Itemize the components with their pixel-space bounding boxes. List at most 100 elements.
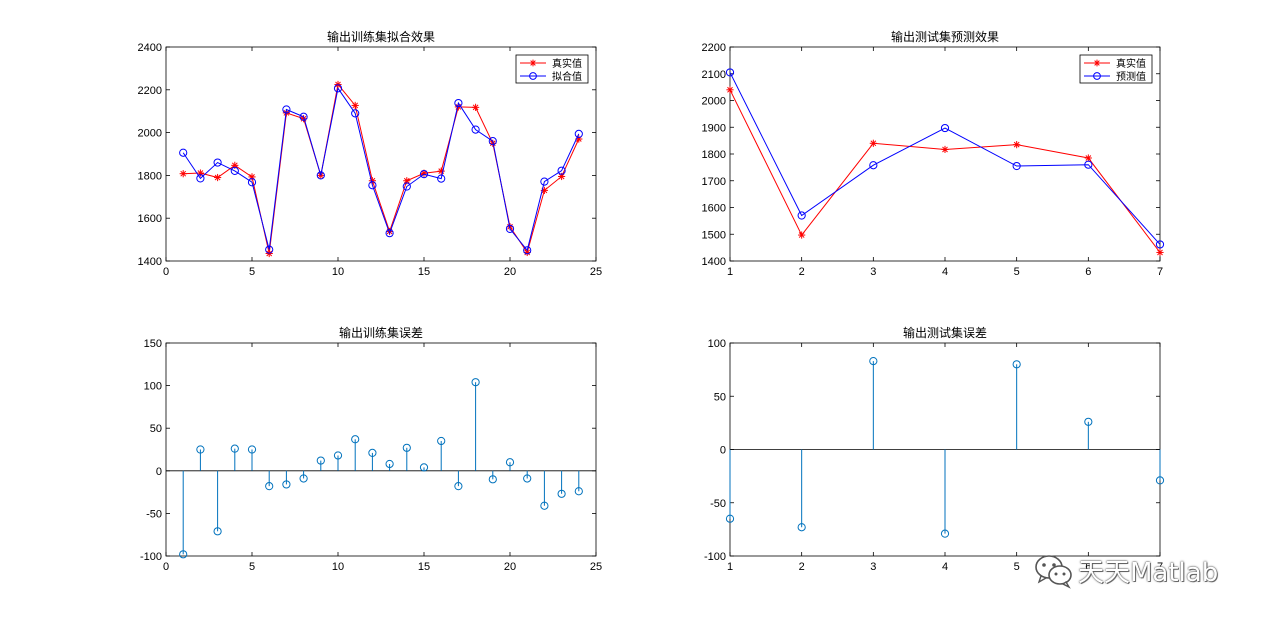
legend-box — [1079, 54, 1153, 84]
data-point — [540, 177, 549, 186]
data-point — [1084, 154, 1092, 162]
stem-marker — [333, 451, 343, 460]
data-point — [368, 181, 377, 190]
x-tick-label: 25 — [590, 561, 602, 573]
data-point — [557, 166, 566, 175]
watermark-text: 天天Matlab — [1078, 558, 1219, 588]
data-point — [351, 101, 359, 110]
stem-marker — [505, 458, 515, 467]
y-tick-label: -50 — [710, 498, 726, 510]
legend-label: 真实值 — [1116, 57, 1146, 70]
y-tick-label: 100 — [144, 381, 162, 393]
y-tick-label: 1800 — [138, 170, 162, 182]
x-tick-label: 5 — [249, 266, 255, 278]
x-tick-label: 7 — [1157, 266, 1163, 278]
data-point — [574, 129, 583, 138]
x-tick-label: 15 — [418, 561, 430, 573]
data-point — [471, 125, 480, 134]
asterisk-stroke — [214, 174, 221, 181]
chart-title: 输出训练集误差 — [339, 325, 423, 340]
stem-marker — [299, 474, 308, 483]
stem-marker — [265, 482, 274, 491]
series-line-0 — [183, 83, 580, 254]
asterisk-stroke — [1157, 249, 1163, 256]
y-tick-label: 100 — [708, 338, 726, 350]
stem-marker — [725, 514, 735, 523]
asterisk-stroke — [870, 140, 877, 147]
y-tick-label: 1600 — [138, 213, 162, 225]
y-tick-label: 150 — [144, 338, 162, 350]
data-point — [316, 171, 325, 180]
y-tick-label: 2100 — [702, 69, 726, 81]
asterisk-stroke — [1094, 60, 1100, 66]
y-tick-label: 1400 — [702, 256, 726, 268]
data-point — [179, 148, 188, 157]
y-tick-label: -100 — [704, 551, 726, 563]
stem-marker — [402, 443, 411, 452]
data-point — [213, 158, 222, 167]
x-tick-label: 6 — [1085, 561, 1091, 573]
y-tick-label: 1800 — [702, 149, 726, 161]
data-point — [725, 68, 735, 77]
x-tick-label: 4 — [942, 266, 948, 278]
data-point — [523, 246, 532, 255]
data-point — [1084, 160, 1093, 169]
data-point — [1012, 161, 1021, 171]
asterisk-stroke — [1013, 141, 1020, 148]
legend-marker — [1093, 72, 1101, 80]
stem-marker — [523, 474, 532, 483]
data-point — [419, 170, 429, 179]
chart-train_err: 输出训练集误差 0 5 10 15 20 25 -100 -50 0 50 100 150 — [140, 325, 602, 573]
chart-test_pred: 输出测试集预测效果 1 2 3 4 5 6 7 1400 1500 1600 1700 1800 1900… — [702, 29, 1165, 278]
y-tick-label: 1900 — [702, 122, 726, 134]
data-point — [941, 145, 949, 154]
x-tick-label: 5 — [1014, 266, 1020, 278]
x-tick-label: 10 — [332, 561, 344, 573]
chart-title: 输出训练集拟合效果 — [327, 29, 435, 44]
x-tick-label: 25 — [590, 266, 602, 278]
data-point — [940, 123, 950, 133]
legend-label: 真实值 — [552, 57, 582, 70]
data-point — [299, 112, 308, 121]
x-tick-label: 0 — [163, 266, 169, 278]
series-line-0 — [729, 89, 1161, 253]
data-point — [282, 105, 291, 114]
x-tick-label: 2 — [799, 561, 805, 573]
legend-marker — [1093, 59, 1101, 67]
legend-marker — [529, 59, 537, 67]
plot-area — [165, 342, 597, 557]
x-tick-label: 5 — [1014, 561, 1020, 573]
x-tick-label: 20 — [504, 561, 516, 573]
data-point — [351, 109, 360, 118]
x-tick-label: 15 — [418, 266, 430, 278]
asterisk-stroke — [942, 146, 948, 153]
y-tick-label: 2200 — [702, 42, 726, 54]
data-point — [179, 170, 187, 178]
stem-marker — [1084, 417, 1093, 426]
stem-marker — [247, 445, 257, 454]
stem-marker — [1012, 360, 1021, 369]
stem-marker — [1155, 476, 1165, 485]
x-tick-label: 3 — [870, 266, 876, 278]
x-tick-label: 7 — [1157, 561, 1163, 573]
data-point — [1013, 141, 1021, 149]
stem-marker — [488, 475, 497, 484]
x-tick-label: 0 — [163, 561, 169, 573]
data-point — [1156, 248, 1164, 257]
y-tick-label: -50 — [146, 508, 162, 520]
y-tick-label: 2000 — [138, 128, 162, 140]
stem-marker — [351, 435, 360, 444]
asterisk-stroke — [727, 86, 733, 93]
plot-area — [165, 46, 597, 262]
stem-marker — [368, 448, 377, 458]
x-tick-label: 1 — [727, 266, 733, 278]
data-point — [247, 178, 257, 187]
data-point — [196, 174, 205, 183]
asterisk-stroke — [403, 177, 410, 184]
stem-marker — [471, 378, 480, 387]
asterisk-stroke — [524, 249, 531, 256]
asterisk-stroke — [231, 162, 238, 169]
legend-label: 预测值 — [1116, 70, 1146, 83]
data-point — [726, 86, 734, 94]
